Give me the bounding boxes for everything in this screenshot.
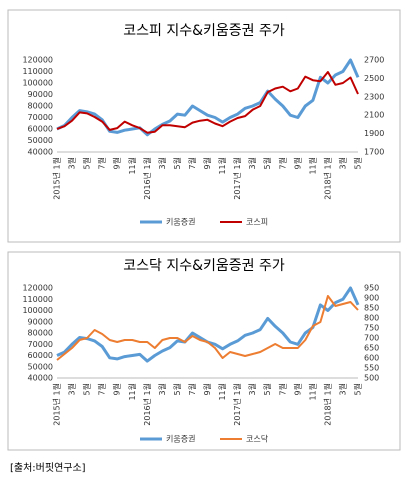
y2-tick-label: 1700 xyxy=(364,148,384,157)
x-tick-label: 9월 xyxy=(292,383,302,395)
y2-tick-label: 2300 xyxy=(364,92,384,101)
y2-tick-label: 600 xyxy=(364,354,379,363)
y-tick-label: 120000 xyxy=(22,284,53,293)
x-tick-label: 5월 xyxy=(353,383,363,395)
y-tick-label: 120000 xyxy=(22,56,53,65)
y2-tick-label: 550 xyxy=(364,364,379,373)
legend-label: 코스닥 xyxy=(246,434,269,444)
x-tick-label: 3월 xyxy=(337,383,347,395)
chart-frame xyxy=(7,251,401,451)
chart-title: 코스피 지수&키움증권 주가 xyxy=(123,23,285,39)
x-tick-label: 7월 xyxy=(97,383,107,395)
y-tick-label: 80000 xyxy=(28,329,53,338)
x-tick-label: 5월 xyxy=(262,383,272,395)
x-tick-label: 11월 xyxy=(127,383,137,401)
x-tick-label: 5월 xyxy=(82,157,92,169)
chart-frame xyxy=(7,9,401,243)
x-tick-label: 7월 xyxy=(97,157,107,169)
x-tick-label: 2017년 1월 xyxy=(232,383,242,426)
x-tick-label: 3월 xyxy=(157,383,167,395)
x-tick-label: 7월 xyxy=(277,383,287,395)
y2-tick-label: 1900 xyxy=(364,129,384,138)
y-tick-label: 110000 xyxy=(22,67,53,76)
x-tick-label: 9월 xyxy=(112,157,122,169)
y-tick-label: 70000 xyxy=(28,113,53,122)
x-tick-label: 3월 xyxy=(67,157,77,169)
y2-tick-label: 850 xyxy=(364,304,379,313)
x-tick-label: 11월 xyxy=(307,383,317,401)
y2-tick-label: 750 xyxy=(364,324,379,333)
y2-tick-label: 500 xyxy=(364,374,379,383)
x-tick-label: 3월 xyxy=(157,157,167,169)
x-tick-label: 5월 xyxy=(262,157,272,169)
x-tick-label: 7월 xyxy=(187,383,197,395)
series-line xyxy=(56,286,360,363)
x-tick-label: 11월 xyxy=(307,157,317,175)
x-tick-label: 3월 xyxy=(247,383,257,395)
x-tick-label: 5월 xyxy=(82,383,92,395)
x-tick-label: 11월 xyxy=(217,157,227,175)
legend-label: 키움증권 xyxy=(166,434,195,444)
y-tick-label: 90000 xyxy=(28,90,53,99)
series-line xyxy=(56,58,360,137)
chart-title: 코스닥 지수&키움증권 주가 xyxy=(123,258,285,274)
x-tick-label: 9월 xyxy=(202,157,212,169)
x-tick-label: 7월 xyxy=(277,157,287,169)
x-tick-label: 11월 xyxy=(127,157,137,175)
y-tick-label: 40000 xyxy=(28,148,53,157)
y-tick-label: 100000 xyxy=(22,306,53,315)
x-tick-label: 5월 xyxy=(172,157,182,169)
y-tick-label: 60000 xyxy=(28,351,53,360)
series-line xyxy=(56,295,359,361)
y2-tick-label: 2500 xyxy=(364,74,384,83)
y2-tick-label: 900 xyxy=(364,294,379,303)
x-tick-label: 3월 xyxy=(337,157,347,169)
x-tick-label: 7월 xyxy=(187,157,197,169)
x-tick-label: 9월 xyxy=(292,157,302,169)
source: [출처:버핏연구소] xyxy=(10,462,86,474)
series-line xyxy=(56,71,359,134)
y2-tick-label: 950 xyxy=(364,284,379,293)
legend-label: 키움증권 xyxy=(166,217,195,227)
x-tick-label: 11월 xyxy=(217,383,227,401)
y2-tick-label: 700 xyxy=(364,334,379,343)
y-tick-label: 50000 xyxy=(28,136,53,145)
y2-tick-label: 800 xyxy=(364,314,379,323)
x-tick-label: 2015년 1월 xyxy=(52,383,62,426)
y-tick-label: 110000 xyxy=(22,295,53,304)
y-tick-label: 70000 xyxy=(28,340,53,349)
x-tick-label: 9월 xyxy=(112,383,122,395)
y-tick-label: 60000 xyxy=(28,125,53,134)
x-tick-label: 2017년 1월 xyxy=(232,157,242,200)
x-tick-label: 2016년 1월 xyxy=(142,157,152,200)
x-tick-label: 5월 xyxy=(172,383,182,395)
x-tick-label: 3월 xyxy=(247,157,257,169)
y-tick-label: 50000 xyxy=(28,362,53,371)
x-tick-label: 2018년 1월 xyxy=(322,157,332,200)
y2-tick-label: 650 xyxy=(364,344,379,353)
legend-label: 코스피 xyxy=(246,218,268,227)
x-tick-label: 2015년 1월 xyxy=(52,157,62,200)
x-tick-label: 5월 xyxy=(353,157,363,169)
y-tick-label: 40000 xyxy=(28,374,53,383)
x-tick-label: 2016년 1월 xyxy=(142,383,152,426)
y-tick-label: 80000 xyxy=(28,102,53,111)
x-tick-label: 3월 xyxy=(67,383,77,395)
x-tick-label: 2018년 1월 xyxy=(322,383,332,426)
x-tick-label: 9월 xyxy=(202,383,212,395)
y2-tick-label: 2100 xyxy=(364,111,384,120)
y-tick-label: 100000 xyxy=(22,79,53,88)
y2-tick-label: 2700 xyxy=(364,56,384,65)
y-tick-label: 90000 xyxy=(28,317,53,326)
